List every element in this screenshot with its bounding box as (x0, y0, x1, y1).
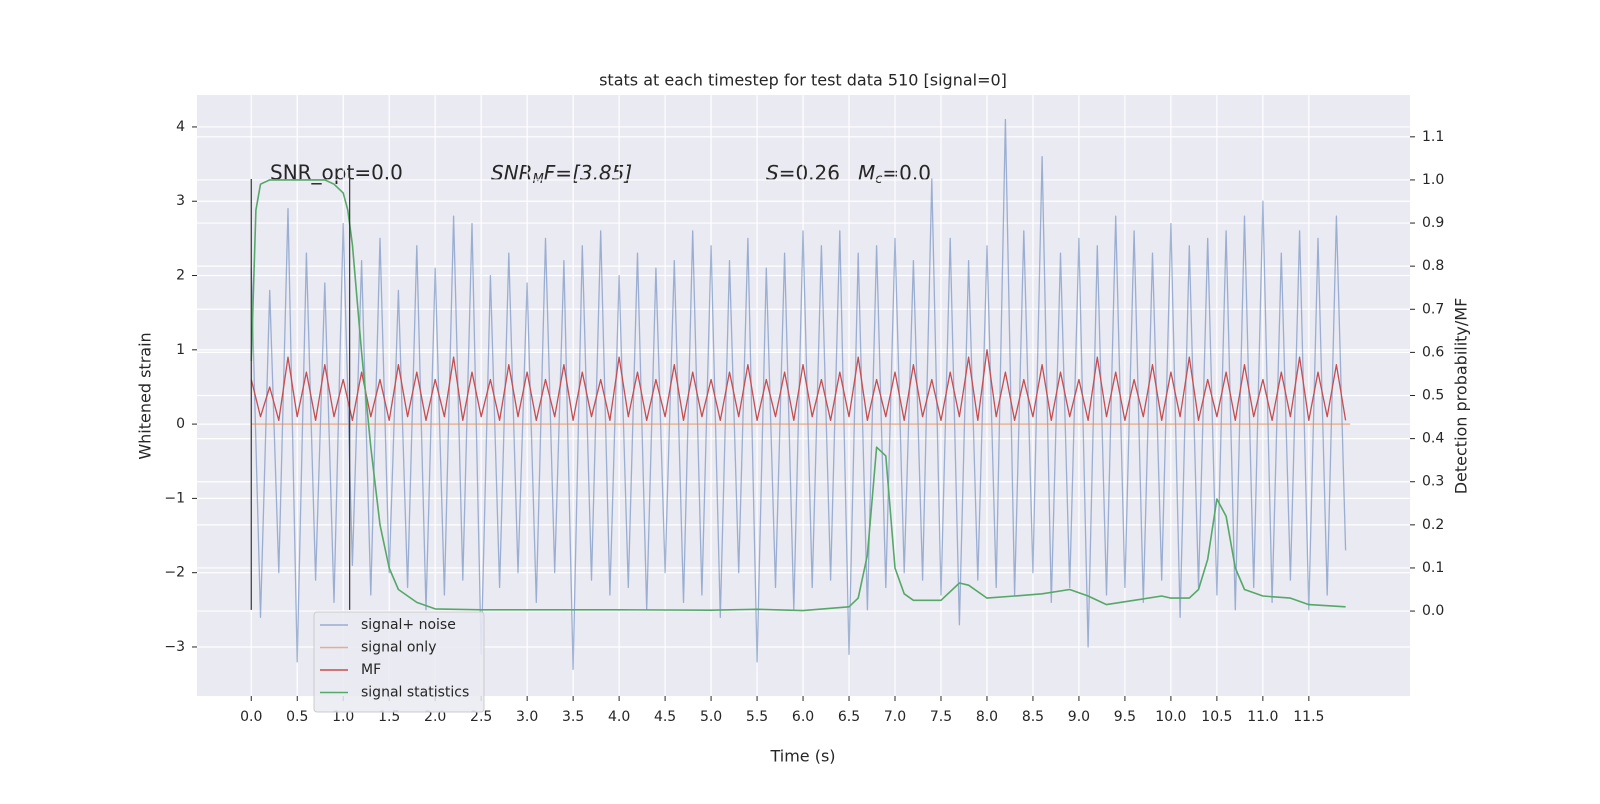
y2-tick-label: 0.6 (1422, 344, 1444, 360)
y-tick-label: −2 (164, 565, 185, 581)
y2-tick-label: 0.3 (1422, 474, 1444, 490)
y-tick-label: 2 (176, 268, 185, 284)
series-line (250, 118, 1347, 670)
x-tick-label: 7.0 (884, 709, 906, 725)
x-tick-label: 2.0 (424, 709, 446, 725)
x-tick-label: 5.5 (746, 709, 768, 725)
x-tick-label: 6.0 (792, 709, 814, 725)
y2-tick-label: 0.8 (1422, 258, 1444, 274)
legend: signal+ noise signal only MF signal statist… (313, 611, 485, 713)
x-tick-label: 9.0 (1068, 709, 1090, 725)
y-tick-label: −1 (164, 490, 185, 506)
x-tick-label: 1.5 (378, 709, 400, 725)
annotation-part: S (766, 161, 779, 185)
x-tick-label: 10.5 (1201, 709, 1232, 725)
y-tick-label: 4 (176, 119, 185, 135)
y-tick-label: 1 (176, 342, 185, 358)
x-tick-label: 3.5 (562, 709, 584, 725)
y2-axis-label: Detection probability/MF (1452, 298, 1471, 495)
annotation-part: SNR (491, 161, 533, 185)
x-tick-label: 7.5 (930, 709, 952, 725)
y2-tick-label: 0.4 (1422, 431, 1444, 447)
legend-label: MF (361, 662, 381, 678)
y-axis-label: Whitened strain (136, 332, 155, 459)
y2-tick-label: 0.7 (1422, 301, 1444, 317)
legend-label: signal statistics (361, 685, 469, 701)
x-tick-label: 11.0 (1247, 709, 1278, 725)
x-tick-label: 8.0 (976, 709, 998, 725)
y2-tick-label: 0.1 (1422, 560, 1444, 576)
y2-tick-label: 0.9 (1422, 215, 1444, 231)
x-tick-label: 4.0 (608, 709, 630, 725)
series-line (250, 349, 1347, 422)
x-tick-label: 5.0 (700, 709, 722, 725)
x-tick-label: 3.0 (516, 709, 538, 725)
annotation: SNR_opt=0.0 (270, 161, 403, 185)
x-tick-label: 0.5 (286, 709, 308, 725)
y2-tick-label: 0.2 (1422, 517, 1444, 533)
x-tick-label: 6.5 (838, 709, 860, 725)
x-tick-label: 1.0 (332, 709, 354, 725)
annotation-part: M (533, 172, 544, 187)
annotation-part: =0.26 (779, 161, 840, 185)
grid (197, 95, 1410, 696)
y-tick-label: 0 (176, 416, 185, 432)
x-tick-label: 11.5 (1293, 709, 1324, 725)
annotation-part: =0.0 (882, 161, 931, 185)
legend-label: signal+ noise (361, 617, 456, 633)
legend-box (313, 611, 485, 713)
y2-tick-label: 1.1 (1422, 129, 1444, 145)
y2-tick-label: 0.0 (1422, 603, 1444, 619)
annotation: SNRMF=[3.85] (491, 161, 632, 187)
y-tick-label: −3 (164, 639, 185, 655)
series-line (250, 179, 1346, 612)
annotation-part: M (858, 161, 875, 185)
legend-label: signal only (361, 640, 436, 656)
y-tick-label: 3 (176, 193, 185, 209)
y2-tick-label: 1.0 (1422, 172, 1444, 188)
x-tick-label: 4.5 (654, 709, 676, 725)
data-layer (250, 118, 1351, 670)
x-tick-label: 0.0 (240, 709, 262, 725)
x-tick-label: 10.0 (1155, 709, 1186, 725)
x-axis-label: Time (s) (769, 747, 835, 766)
y2-tick-label: 0.5 (1422, 388, 1444, 404)
x-tick-label: 2.5 (470, 709, 492, 725)
chart-title: stats at each timestep for test data 510… (599, 71, 1007, 90)
x-tick-label: 9.5 (1114, 709, 1136, 725)
annotation-part: c (875, 172, 882, 187)
x-tick-label: 8.5 (1022, 709, 1044, 725)
